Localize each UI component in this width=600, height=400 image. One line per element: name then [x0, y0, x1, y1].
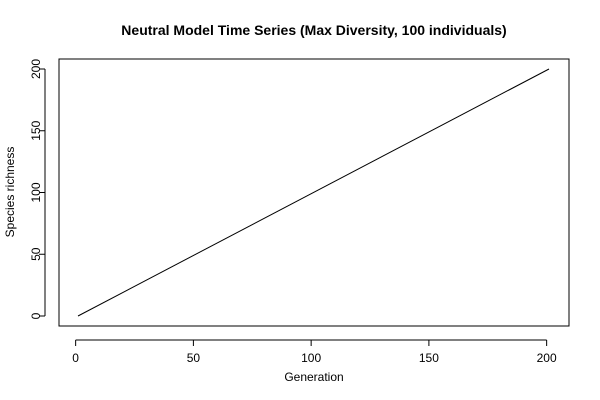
plot-frame	[58, 58, 570, 327]
y-tick-label: 50	[29, 247, 43, 261]
x-axis: 0 50 100 150 200	[72, 339, 557, 365]
y-axis-label: Species richness	[3, 147, 17, 238]
x-tick-label: 100	[301, 351, 321, 365]
series-line	[77, 68, 550, 317]
x-tick-label: 50	[187, 351, 201, 365]
y-tick-label: 150	[29, 120, 43, 140]
y-tick-label: 100	[29, 182, 43, 202]
x-tick-label: 200	[537, 351, 557, 365]
x-tick-label: 0	[72, 351, 79, 365]
series-layer	[77, 68, 550, 317]
y-axis: 0 50 100 150 200	[29, 59, 46, 319]
chart-title: Neutral Model Time Series (Max Diversity…	[121, 22, 506, 38]
y-tick-label: 0	[29, 312, 43, 319]
x-axis-label: Generation	[284, 370, 343, 384]
y-tick-label: 200	[29, 59, 43, 79]
x-tick-label: 150	[419, 351, 439, 365]
